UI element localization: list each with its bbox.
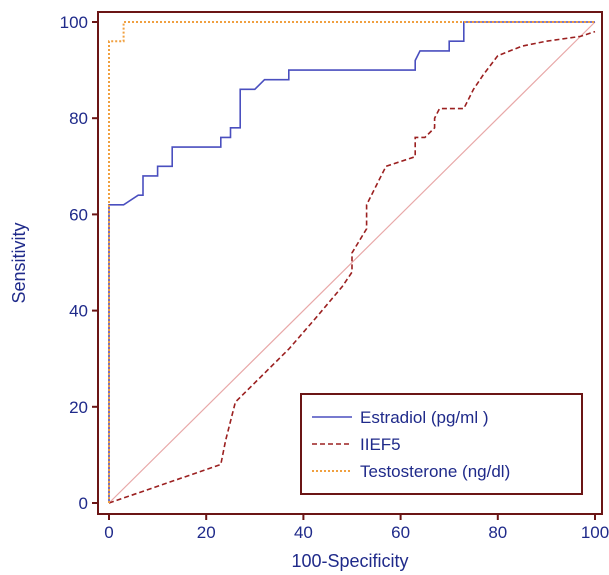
x-tick-label: 40 bbox=[294, 523, 313, 542]
y-tick-label: 40 bbox=[69, 302, 88, 321]
y-tick-label: 0 bbox=[79, 494, 88, 513]
ticks-layer: 0 20 40 60 80 100 0 20 40 60 80 100 bbox=[60, 13, 609, 542]
y-axis-label: Sensitivity bbox=[9, 222, 29, 303]
x-tick-label: 100 bbox=[581, 523, 609, 542]
legend-box bbox=[300, 393, 583, 495]
legend: Estradiol (pg/ml ) IIEF5 Testosterone (ng/… bbox=[300, 393, 583, 495]
series-line-1 bbox=[108, 30, 596, 504]
y-tick-label: 60 bbox=[69, 205, 88, 224]
x-axis-label: 100-Specificity bbox=[291, 551, 408, 571]
plot-frame bbox=[97, 11, 603, 515]
reference-diagonal-line bbox=[108, 21, 596, 504]
x-tick-label: 80 bbox=[488, 523, 507, 542]
legend-label-2: Testosterone (ng/dl) bbox=[360, 462, 510, 481]
legend-label-1: IIEF5 bbox=[360, 435, 401, 454]
series-layer bbox=[108, 21, 596, 504]
y-tick-label: 20 bbox=[69, 398, 88, 417]
x-tick-label: 60 bbox=[391, 523, 410, 542]
x-tick-label: 0 bbox=[104, 523, 113, 542]
legend-label-0: Estradiol (pg/ml ) bbox=[360, 408, 488, 427]
x-tick-label: 20 bbox=[197, 523, 216, 542]
y-tick-label: 100 bbox=[60, 13, 88, 32]
series-line-0 bbox=[108, 21, 595, 503]
y-tick-label: 80 bbox=[69, 109, 88, 128]
series-line-2 bbox=[108, 21, 595, 503]
